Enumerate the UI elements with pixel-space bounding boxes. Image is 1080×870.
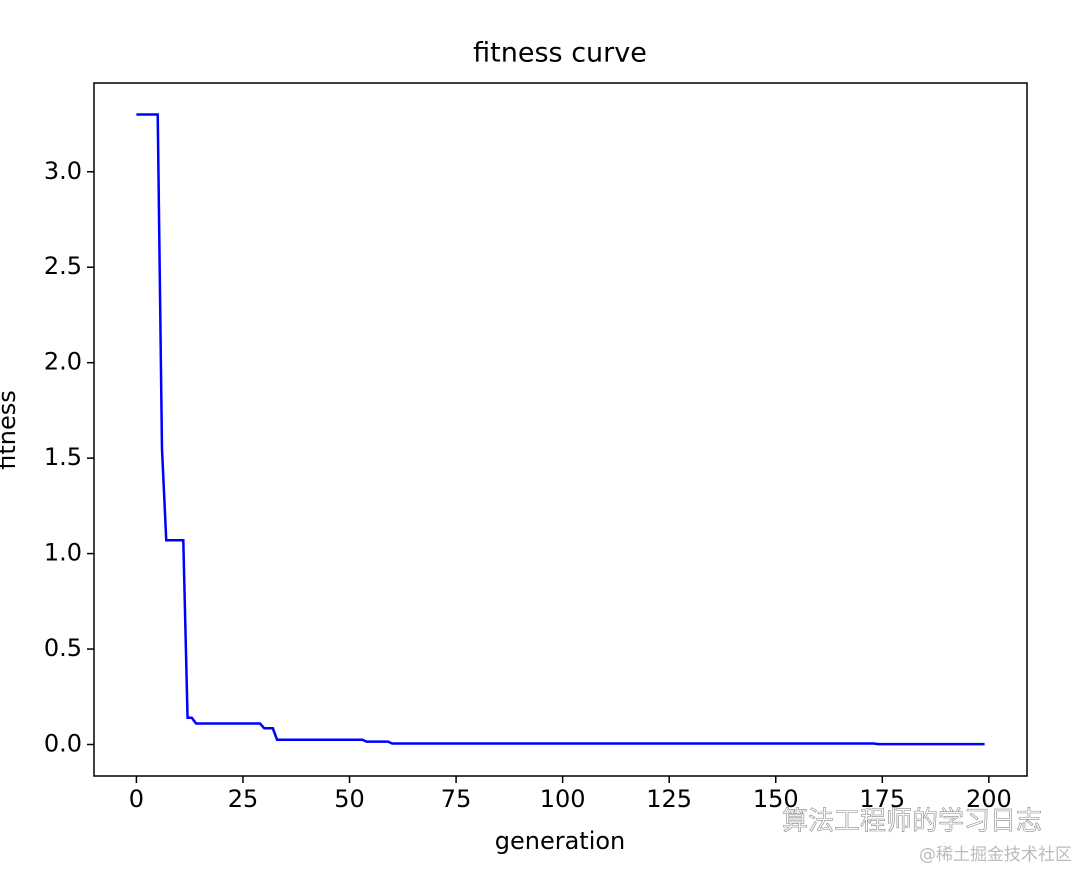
watermark: 算法工程师的学习日志 xyxy=(782,807,1042,837)
x-tick-label: 100 xyxy=(540,785,586,813)
y-tick-label: 0.0 xyxy=(44,730,82,758)
y-tick-label: 2.5 xyxy=(44,252,82,280)
y-axis-label: fitness xyxy=(0,390,21,470)
data-line xyxy=(136,113,985,746)
x-tick-label: 75 xyxy=(441,785,472,813)
y-tick-label: 2.0 xyxy=(44,348,82,376)
x-tick-label: 25 xyxy=(228,785,259,813)
y-tick-label: 1.5 xyxy=(44,443,82,471)
x-tick-label: 0 xyxy=(129,785,144,813)
x-tick-label: 50 xyxy=(334,785,365,813)
plot-frame xyxy=(93,82,1028,777)
watermark-source: @稀土掘金技术社区 xyxy=(919,845,1072,865)
x-tick-label: 125 xyxy=(646,785,692,813)
y-tick-label: 3.0 xyxy=(44,157,82,185)
y-tick-label: 1.0 xyxy=(44,539,82,567)
y-tick-label: 0.5 xyxy=(44,634,82,662)
x-tick-label: 200 xyxy=(966,785,1012,813)
x-axis-label: generation xyxy=(495,827,626,855)
chart-title: fitness curve xyxy=(473,38,647,69)
x-tick-label: 150 xyxy=(753,785,799,813)
x-tick-label: 175 xyxy=(859,785,905,813)
